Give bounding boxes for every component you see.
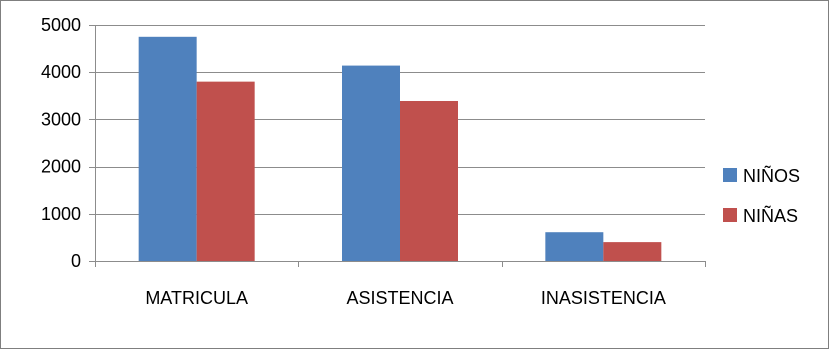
bar-series-1: [545, 232, 604, 261]
y-tick-label: 2000: [41, 157, 81, 177]
bar-series-2: [400, 100, 458, 261]
legend-swatch: [723, 168, 737, 182]
bars: [138, 36, 662, 261]
bar-series-1: [138, 36, 197, 261]
x-tick-label: INASISTENCIA: [541, 288, 666, 308]
legend: NIÑOS NIÑAS: [723, 165, 800, 226]
axes: [89, 25, 706, 267]
x-tick-labels: MATRICULA ASISTENCIA INASISTENCIA: [145, 288, 666, 308]
bar-series-2: [196, 81, 255, 261]
legend-swatch: [723, 208, 737, 222]
y-tick-labels: 0 1000 2000 3000 4000 5000: [41, 15, 81, 271]
y-tick-label: 1000: [41, 204, 81, 224]
y-tick-label: 3000: [41, 109, 81, 129]
bar-series-2: [603, 242, 662, 261]
legend-label: NIÑAS: [743, 205, 798, 226]
y-tick-label: 5000: [41, 15, 81, 35]
y-tick-label: 4000: [41, 62, 81, 82]
x-tick-label: ASISTENCIA: [346, 288, 453, 308]
bar-series-1: [342, 65, 400, 261]
legend-label: NIÑOS: [743, 165, 800, 186]
y-tick-label: 0: [71, 251, 81, 271]
x-tick-label: MATRICULA: [145, 288, 248, 308]
